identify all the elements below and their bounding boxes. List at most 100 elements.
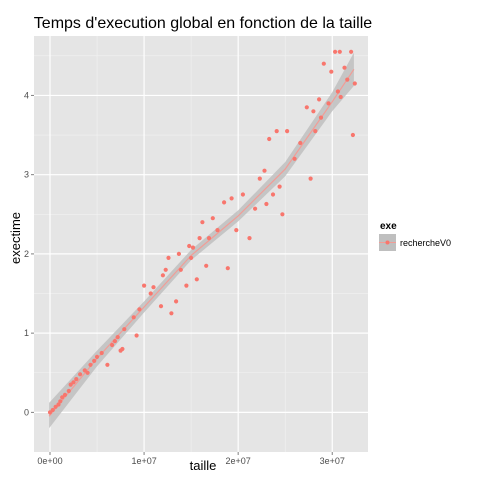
legend-label-rechercheV0: rechercheV0 (400, 238, 451, 248)
data-point (163, 267, 168, 272)
data-point (274, 129, 279, 134)
data-point (229, 196, 234, 201)
data-point (184, 283, 189, 288)
data-point (345, 77, 350, 82)
data-point (335, 89, 340, 94)
data-point (56, 402, 61, 407)
data-point (200, 220, 205, 225)
data-point (326, 101, 331, 106)
data-point (206, 236, 212, 241)
data-point (85, 370, 90, 375)
data-point (115, 335, 120, 340)
data-point (204, 263, 209, 268)
chart-title: Temps d'execution global en fonction de … (34, 15, 372, 32)
data-point (321, 61, 326, 66)
data-point (169, 311, 174, 316)
data-point (267, 136, 272, 142)
data-point (350, 132, 355, 138)
data-point (74, 377, 79, 382)
data-point (308, 176, 313, 181)
y-tick-label: 0 (24, 407, 29, 417)
data-point (317, 97, 322, 102)
data-point (190, 245, 196, 250)
x-tick-label: 3e+07 (320, 456, 345, 466)
data-point (253, 206, 258, 211)
data-point (78, 372, 83, 377)
x-tick-label: 2e+07 (226, 456, 251, 466)
data-point (262, 168, 267, 173)
data-point (194, 277, 199, 282)
data-point (178, 267, 183, 272)
data-point (176, 251, 181, 256)
data-point (197, 236, 202, 241)
data-point (292, 156, 297, 161)
data-point (270, 192, 276, 197)
data-point (131, 315, 136, 320)
data-point (82, 368, 87, 373)
legend-key-point (385, 240, 390, 245)
data-point (110, 342, 115, 348)
data-point (120, 346, 125, 352)
x-tick-label: 0e+00 (37, 456, 62, 466)
data-point (240, 192, 245, 197)
data-point (58, 399, 63, 404)
x-axis-ticks: 0e+00 1e+07 2e+07 3e+07 (37, 452, 345, 466)
data-point (215, 228, 220, 233)
data-point (160, 273, 165, 278)
data-point (71, 380, 76, 385)
data-point (277, 184, 282, 189)
data-point (53, 404, 58, 409)
data-point (99, 350, 104, 356)
data-points (47, 49, 357, 415)
data-point (62, 392, 68, 397)
data-point (257, 176, 262, 181)
data-point (50, 407, 55, 413)
y-tick-label: 4 (24, 90, 29, 100)
data-point (166, 255, 171, 260)
data-point (142, 283, 147, 288)
data-point (304, 105, 309, 110)
data-point (47, 410, 53, 415)
data-point (148, 291, 153, 296)
data-point (92, 358, 97, 363)
data-point (187, 243, 192, 249)
data-point (298, 140, 303, 146)
smooth-line (48, 68, 355, 417)
data-point (313, 129, 318, 134)
data-point (234, 228, 239, 233)
data-point (66, 388, 71, 394)
y-axis-label: exectime (8, 212, 23, 264)
y-tick-label: 3 (24, 170, 29, 180)
data-point (318, 115, 324, 120)
data-point (349, 49, 354, 54)
data-point (88, 362, 93, 367)
data-point (247, 236, 252, 241)
data-point (174, 299, 179, 304)
data-point (94, 354, 100, 359)
data-point (338, 94, 343, 100)
y-tick-label: 2 (24, 249, 29, 259)
data-point (342, 65, 347, 70)
data-point (280, 212, 285, 217)
data-point (225, 266, 230, 271)
data-point (189, 255, 194, 260)
data-point (105, 362, 110, 367)
grid-major (34, 36, 368, 452)
data-point (151, 285, 156, 290)
data-point (60, 395, 65, 400)
y-tick-label: 1 (24, 328, 29, 338)
data-point (311, 109, 316, 114)
legend: exe rechercheV0 (379, 221, 451, 251)
data-point (112, 339, 117, 344)
data-point (122, 327, 127, 332)
data-point (264, 201, 269, 207)
data-point (134, 333, 139, 338)
data-point (337, 49, 342, 54)
data-point (137, 307, 142, 312)
data-point (352, 81, 357, 86)
y-axis-ticks: 0 1 2 3 4 (24, 90, 34, 417)
x-tick-label: 1e+07 (131, 456, 156, 466)
data-point (158, 304, 164, 309)
x-axis-label: taille (190, 458, 217, 473)
